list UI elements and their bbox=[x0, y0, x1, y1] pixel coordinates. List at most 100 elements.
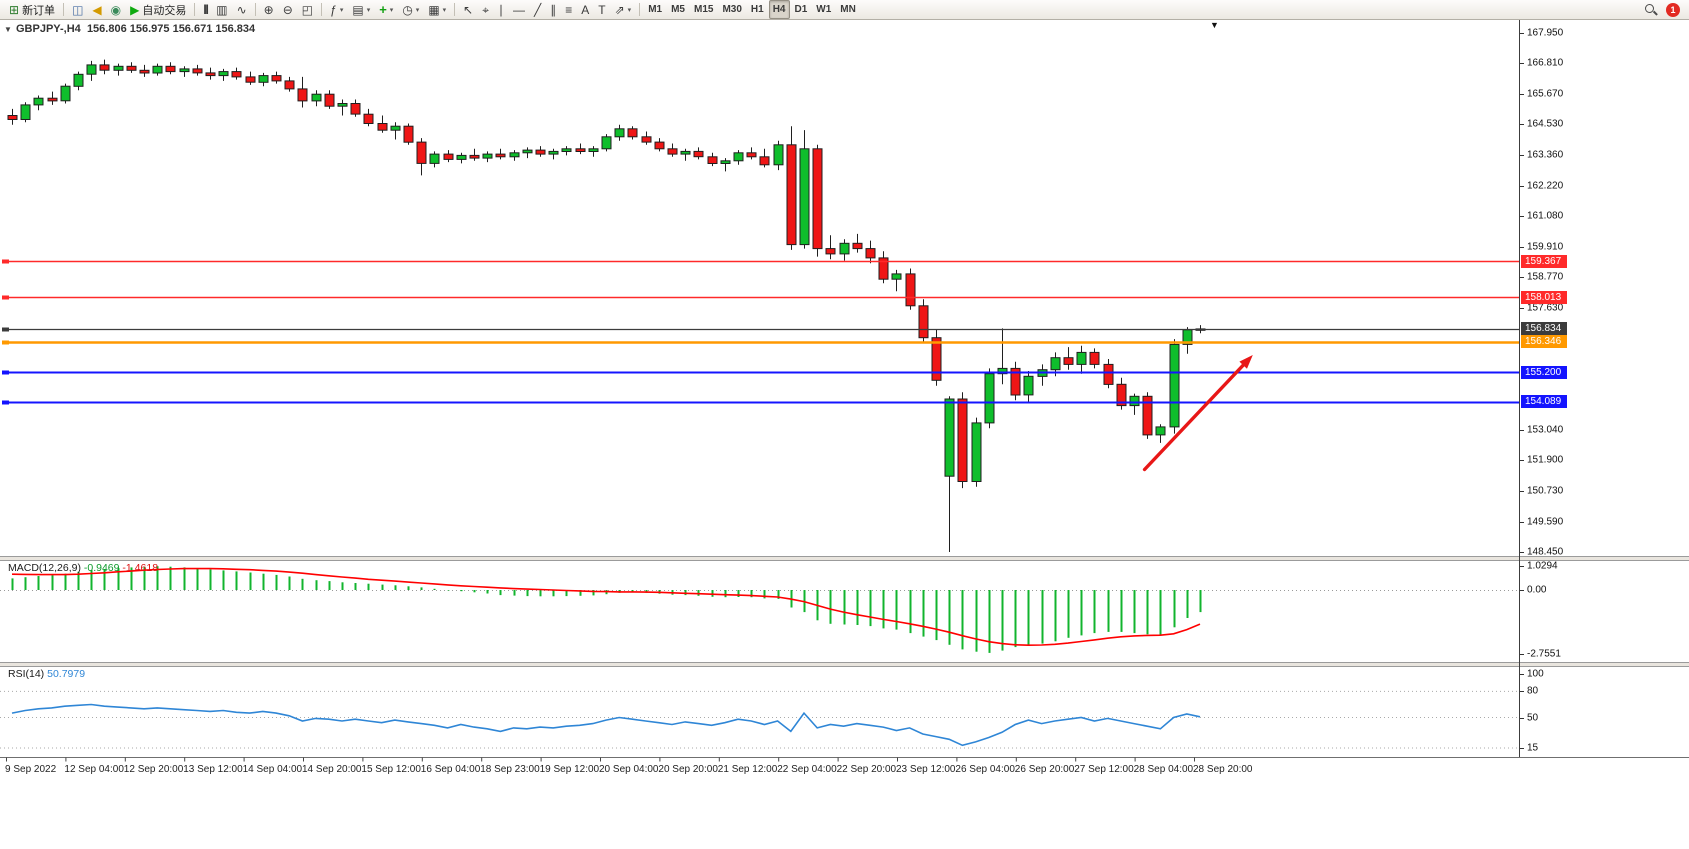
fibonacci-button[interactable]: ≡ bbox=[561, 0, 576, 19]
bull-candle-body bbox=[73, 73, 84, 87]
price-level-handle[interactable] bbox=[2, 259, 9, 264]
timeframe-m5-button[interactable]: M5 bbox=[667, 0, 689, 19]
pane-splitter[interactable] bbox=[0, 662, 1689, 667]
channel-button[interactable]: ∥ bbox=[546, 0, 560, 19]
bear-candle-body bbox=[7, 115, 18, 120]
candlestick-chart-button[interactable]: ▥ bbox=[212, 0, 231, 19]
macd-indicator-label: MACD(12,26,9) -0.9469 -1.4618 bbox=[8, 562, 158, 574]
ohlc-values-text: 156.806 156.975 156.671 156.834 bbox=[86, 23, 256, 35]
timeframe-m15-button[interactable]: M15 bbox=[690, 0, 717, 19]
trend-arrow-line[interactable] bbox=[1142, 363, 1245, 472]
bear-candle-body bbox=[746, 152, 757, 158]
price-scale-label: 159.910 bbox=[1527, 241, 1564, 253]
autotrading-icon: ▶ bbox=[130, 2, 140, 17]
bar-chart-button[interactable]: ||| bbox=[199, 0, 211, 19]
autotrading-button[interactable]: ▶ 自动交易 bbox=[126, 0, 190, 19]
charts-window-button[interactable]: ◫ bbox=[68, 0, 87, 19]
timeframe-mn-button[interactable]: MN bbox=[836, 0, 860, 19]
timeframe-label: M1 bbox=[648, 4, 663, 15]
bear-candle-body bbox=[918, 305, 929, 339]
price-level-handle[interactable] bbox=[2, 327, 9, 332]
crosshair-button[interactable]: ⌖ bbox=[478, 0, 493, 19]
rsi-scale-label: 80 bbox=[1527, 685, 1539, 697]
time-axis-label: 18 Sep 23:00 bbox=[480, 764, 540, 775]
notification-badge[interactable]: 1 bbox=[1666, 2, 1680, 17]
vertical-line-button[interactable]: ∣ bbox=[494, 0, 508, 19]
bull-candle-body bbox=[456, 154, 467, 160]
price-level-handle[interactable] bbox=[2, 340, 9, 345]
time-axis-label: 22 Sep 04:00 bbox=[777, 764, 837, 775]
price-level-handle[interactable] bbox=[2, 370, 9, 375]
trend-arrow-head[interactable] bbox=[1239, 355, 1253, 369]
bear-candle-body bbox=[363, 113, 374, 124]
bull-candle-body bbox=[113, 65, 124, 71]
bear-candle-body bbox=[284, 80, 295, 90]
bull-candle-body bbox=[258, 75, 269, 83]
arrows-button[interactable]: ⇗ ▾ bbox=[611, 0, 636, 19]
bear-candle-body bbox=[575, 148, 586, 153]
text-button[interactable]: A bbox=[577, 0, 593, 19]
text-label-button[interactable]: T bbox=[594, 0, 609, 19]
bear-candle-body bbox=[957, 398, 968, 482]
trendline-button[interactable]: ╱ bbox=[530, 0, 545, 19]
one-click-trading-toggle-icon[interactable]: ▼ bbox=[4, 25, 12, 34]
timeframe-label: M5 bbox=[671, 4, 685, 15]
text-label-icon: T bbox=[598, 2, 606, 17]
bear-candle-body bbox=[707, 156, 718, 165]
macd-name-text: MACD(12,26,9) bbox=[8, 562, 81, 574]
timeframe-h4-button[interactable]: H4 bbox=[768, 0, 790, 19]
add-indicator-icon: + bbox=[379, 2, 387, 17]
new-order-button[interactable]: ⊞ 新订单 bbox=[5, 0, 59, 19]
crosshair-icon: ⌖ bbox=[482, 2, 489, 17]
price-level-handle[interactable] bbox=[2, 400, 9, 405]
timeframe-w1-button[interactable]: W1 bbox=[812, 0, 835, 19]
timeframe-d1-button[interactable]: D1 bbox=[791, 0, 812, 19]
timeframe-m30-button[interactable]: M30 bbox=[718, 0, 745, 19]
horizontal-line-button[interactable]: ― bbox=[509, 0, 529, 19]
indicators-button[interactable]: ƒ ▾ bbox=[326, 0, 347, 19]
bear-candle-body bbox=[1089, 351, 1100, 365]
bull-candle-body bbox=[429, 153, 440, 164]
bear-candle-body bbox=[1116, 383, 1127, 407]
bull-candle-body bbox=[1129, 395, 1140, 407]
arrows-icon: ⇗ bbox=[614, 2, 625, 17]
time-axis-label: 14 Sep 04:00 bbox=[242, 764, 303, 775]
bull-candle-body bbox=[720, 160, 731, 165]
chevron-down-icon: ▾ bbox=[442, 6, 447, 14]
cursor-button[interactable]: ↖ bbox=[459, 0, 477, 19]
bull-candle-body bbox=[614, 128, 625, 138]
zoom-in-button[interactable]: ⊕ bbox=[260, 0, 278, 19]
tile-windows-button[interactable]: ◰ bbox=[298, 0, 317, 19]
time-axis-label: 20 Sep 20:00 bbox=[658, 764, 718, 775]
periods-icon: ◷ bbox=[402, 2, 413, 17]
templates-button[interactable]: ▦ ▾ bbox=[424, 0, 450, 19]
toolbar-separator bbox=[63, 3, 65, 16]
bear-candle-body bbox=[1103, 363, 1114, 385]
timeframe-h1-button[interactable]: H1 bbox=[747, 0, 768, 19]
search-button[interactable] bbox=[1641, 0, 1661, 19]
price-scale-label: 165.670 bbox=[1527, 88, 1564, 100]
signal-button[interactable]: ◉ bbox=[107, 0, 125, 19]
pane-splitter[interactable] bbox=[0, 556, 1689, 561]
chevron-down-icon: ▾ bbox=[627, 6, 632, 14]
alerts-horn-button[interactable]: ◀ bbox=[88, 0, 105, 19]
chevron-down-icon: ▾ bbox=[339, 6, 344, 14]
price-level-handle[interactable] bbox=[2, 295, 9, 300]
bull-candle-body bbox=[218, 71, 229, 77]
chart-shift-marker-icon[interactable]: ▼ bbox=[1210, 20, 1219, 30]
objects-list-button[interactable]: ▤ ▾ bbox=[348, 0, 374, 19]
rsi-scale-label: 50 bbox=[1527, 712, 1539, 724]
price-tag-154.089: 154.089 bbox=[1521, 395, 1567, 409]
price-scale-label: 167.950 bbox=[1527, 27, 1564, 39]
bear-candle-body bbox=[641, 136, 652, 143]
periods-button[interactable]: ◷ ▾ bbox=[398, 0, 423, 19]
chevron-down-icon: ▾ bbox=[415, 6, 420, 14]
time-axis-label: 9 Sep 2022 bbox=[5, 764, 57, 775]
timeframe-m1-button[interactable]: M1 bbox=[644, 0, 666, 19]
bull-candle-body bbox=[588, 148, 599, 153]
bear-candle-body bbox=[759, 156, 770, 166]
line-chart-button[interactable]: ∿ bbox=[233, 0, 251, 19]
add-indicator-button[interactable]: + ▾ bbox=[375, 0, 397, 19]
zoom-out-button[interactable]: ⊖ bbox=[279, 0, 297, 19]
